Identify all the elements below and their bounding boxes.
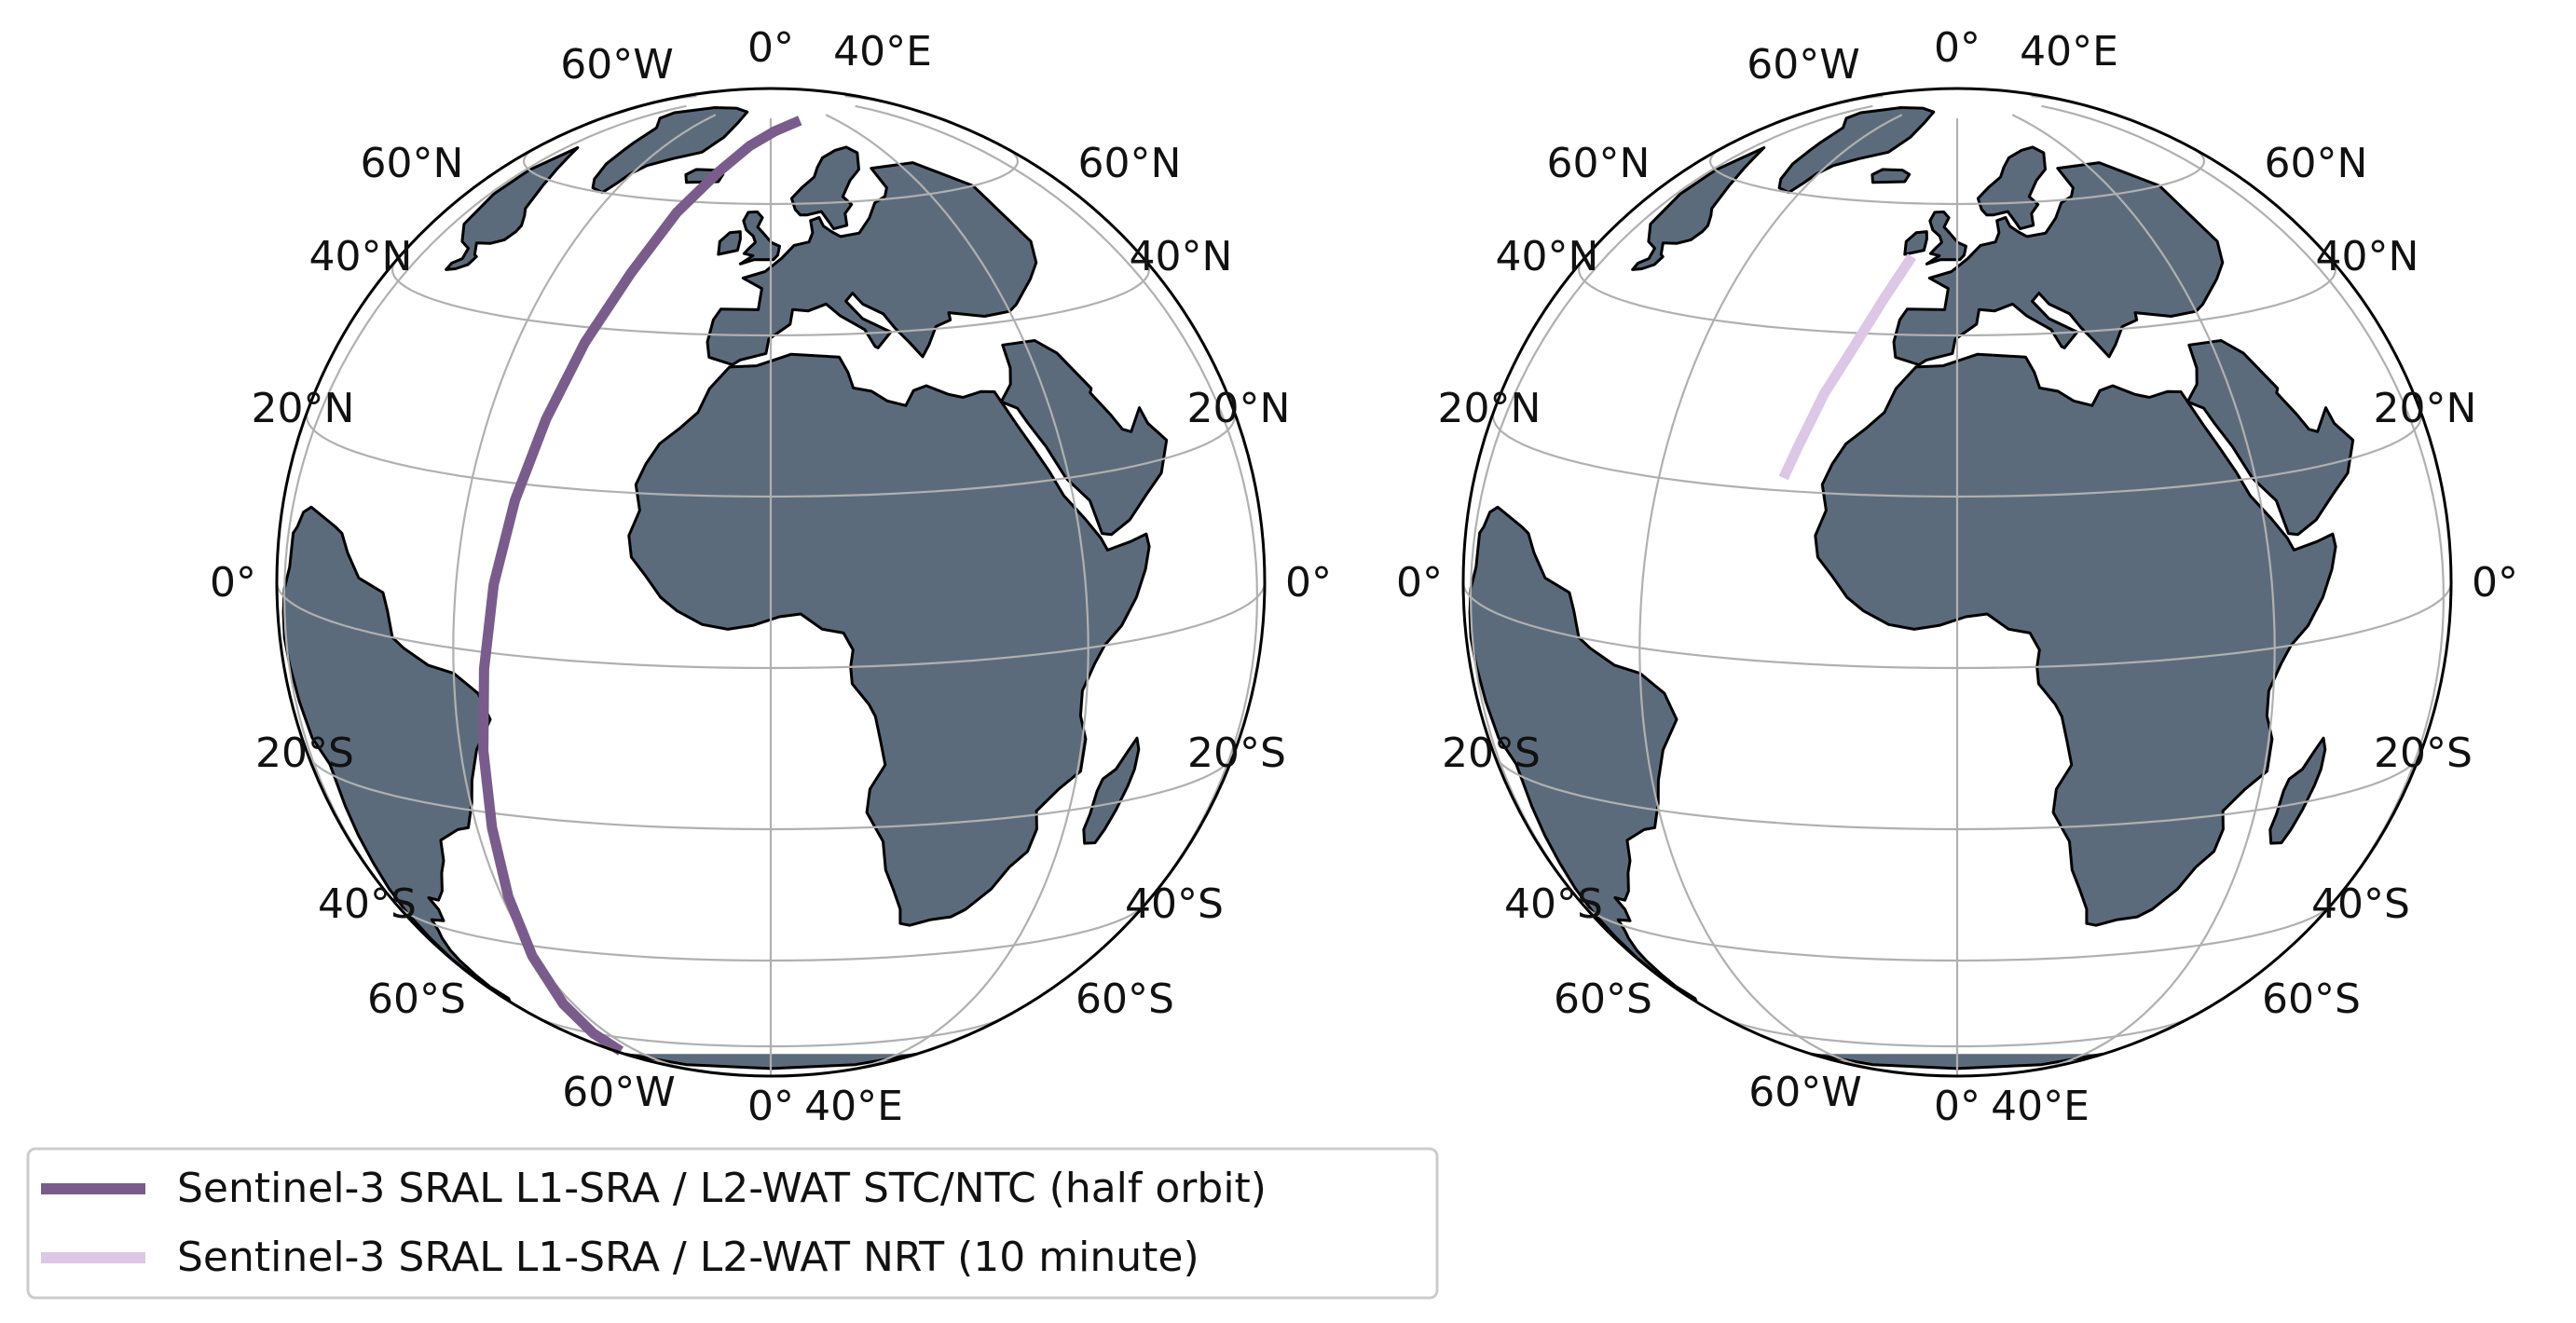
satellite-track xyxy=(1778,253,1917,481)
meridian-line xyxy=(2011,114,2276,1071)
globe-left: 60°W 0° 40°E60°W 0° 40°E60°N40°N20°N0°20°S40… xyxy=(210,24,1332,1130)
lat-label-left: 60°N xyxy=(361,140,464,187)
lat-label-left: 0° xyxy=(210,559,256,607)
lat-label-right: 60°N xyxy=(2265,140,2368,187)
lat-label-left: 20°N xyxy=(252,385,355,432)
lat-label-left: 40°N xyxy=(309,233,413,280)
landmass-ireland xyxy=(717,230,742,256)
lat-label-left: 20°N xyxy=(1438,385,1541,432)
meridian-line xyxy=(1469,104,1873,932)
lat-label-left: 60°S xyxy=(367,975,466,1023)
lat-label-right: 20°N xyxy=(1187,385,1291,432)
lat-label-right: 40°N xyxy=(1130,233,1233,280)
meridian-line xyxy=(855,104,1259,932)
lat-label-right: 40°S xyxy=(2311,880,2410,928)
lat-label-left: 0° xyxy=(1396,559,1443,607)
landmass-greenland xyxy=(1777,106,1936,195)
lon-label-top: 60°W xyxy=(560,41,674,89)
lon-label-bottom: 60°W xyxy=(1748,1069,1862,1116)
lat-label-right: 40°N xyxy=(2316,233,2419,280)
globe-outline xyxy=(1461,87,2453,1078)
lat-label-right: 60°N xyxy=(1078,140,1182,187)
lon-label-bottom: 60°W xyxy=(562,1069,676,1116)
legend: Sentinel-3 SRAL L1-SRA / L2-WAT STC/NTC … xyxy=(26,1147,1439,1300)
lat-label-right: 20°S xyxy=(1187,730,1286,777)
lat-label-left: 60°N xyxy=(1547,140,1651,187)
meridian-line xyxy=(1638,114,1903,1071)
lat-label-left: 40°S xyxy=(1504,880,1603,928)
lat-label-right: 20°N xyxy=(2374,385,2477,432)
coordinate-labels: 60°W 0° 40°E60°W 0° 40°E60°N40°N20°N0°20°S40… xyxy=(1396,24,2518,1130)
landmass-southamerica xyxy=(281,505,512,1002)
legend-box xyxy=(26,1147,1439,1300)
legend-label-half-orbit: Sentinel-3 SRAL L1-SRA / L2-WAT STC/NTC … xyxy=(177,1165,1267,1212)
lat-label-right: 40°S xyxy=(1125,880,1224,928)
landmass-southamerica xyxy=(1468,505,1698,1002)
lon-label-top: 60°W xyxy=(1747,41,1860,89)
graticule xyxy=(1461,94,2453,1076)
landmass-europe xyxy=(706,161,1038,366)
landmass-ireland xyxy=(1903,230,1928,256)
meridian-line xyxy=(825,114,1089,1071)
track-half-orbit xyxy=(478,116,802,1056)
landmass-scandinavia xyxy=(1976,145,2047,231)
lon-label-top: 40°E xyxy=(833,28,932,75)
landmass-madagascar xyxy=(1082,736,1141,845)
meridian-line xyxy=(2041,104,2446,932)
globe-right: 60°W 0° 40°E60°W 0° 40°E60°N40°N20°N0°20°S40… xyxy=(1396,24,2518,1130)
globe-outline xyxy=(275,87,1267,1078)
landmass-madagascar xyxy=(2268,736,2327,845)
legend-label-nrt: Sentinel-3 SRAL L1-SRA / L2-WAT NRT (10 … xyxy=(177,1234,1199,1281)
lon-label-top: 40°E xyxy=(2020,28,2118,75)
lat-label-left: 40°N xyxy=(1496,233,1599,280)
lat-label-right: 0° xyxy=(2472,559,2518,607)
meridian-line xyxy=(282,104,687,932)
landmass-europe xyxy=(1892,161,2225,366)
lon-label-top: 0° xyxy=(1934,24,1980,72)
meridian-line xyxy=(452,114,717,1071)
graticule xyxy=(275,94,1267,1076)
coordinate-labels: 60°W 0° 40°E60°W 0° 40°E60°N40°N20°N0°20°S40… xyxy=(210,24,1332,1130)
lat-label-right: 20°S xyxy=(2374,730,2473,777)
lat-label-left: 40°S xyxy=(318,880,417,928)
lat-label-right: 60°S xyxy=(1076,975,1174,1023)
satellite-track xyxy=(478,116,802,1056)
lon-label-bottom: 0° xyxy=(747,1083,794,1130)
landmass-greenland xyxy=(591,106,749,195)
track-nrt xyxy=(1778,253,1917,481)
lat-label-right: 60°S xyxy=(2262,975,2361,1023)
lat-label-left: 60°S xyxy=(1554,975,1652,1023)
lon-label-bottom: 40°E xyxy=(804,1083,903,1130)
lon-label-top: 0° xyxy=(747,24,794,72)
lon-label-bottom: 0° xyxy=(1934,1083,1980,1130)
landmass-scandinavia xyxy=(789,145,860,231)
landmass-iceland xyxy=(1870,168,1911,184)
lat-label-left: 20°S xyxy=(255,730,354,777)
lat-label-right: 0° xyxy=(1285,559,1332,607)
lon-label-bottom: 40°E xyxy=(1991,1083,2090,1130)
lat-label-left: 20°S xyxy=(1442,730,1541,777)
